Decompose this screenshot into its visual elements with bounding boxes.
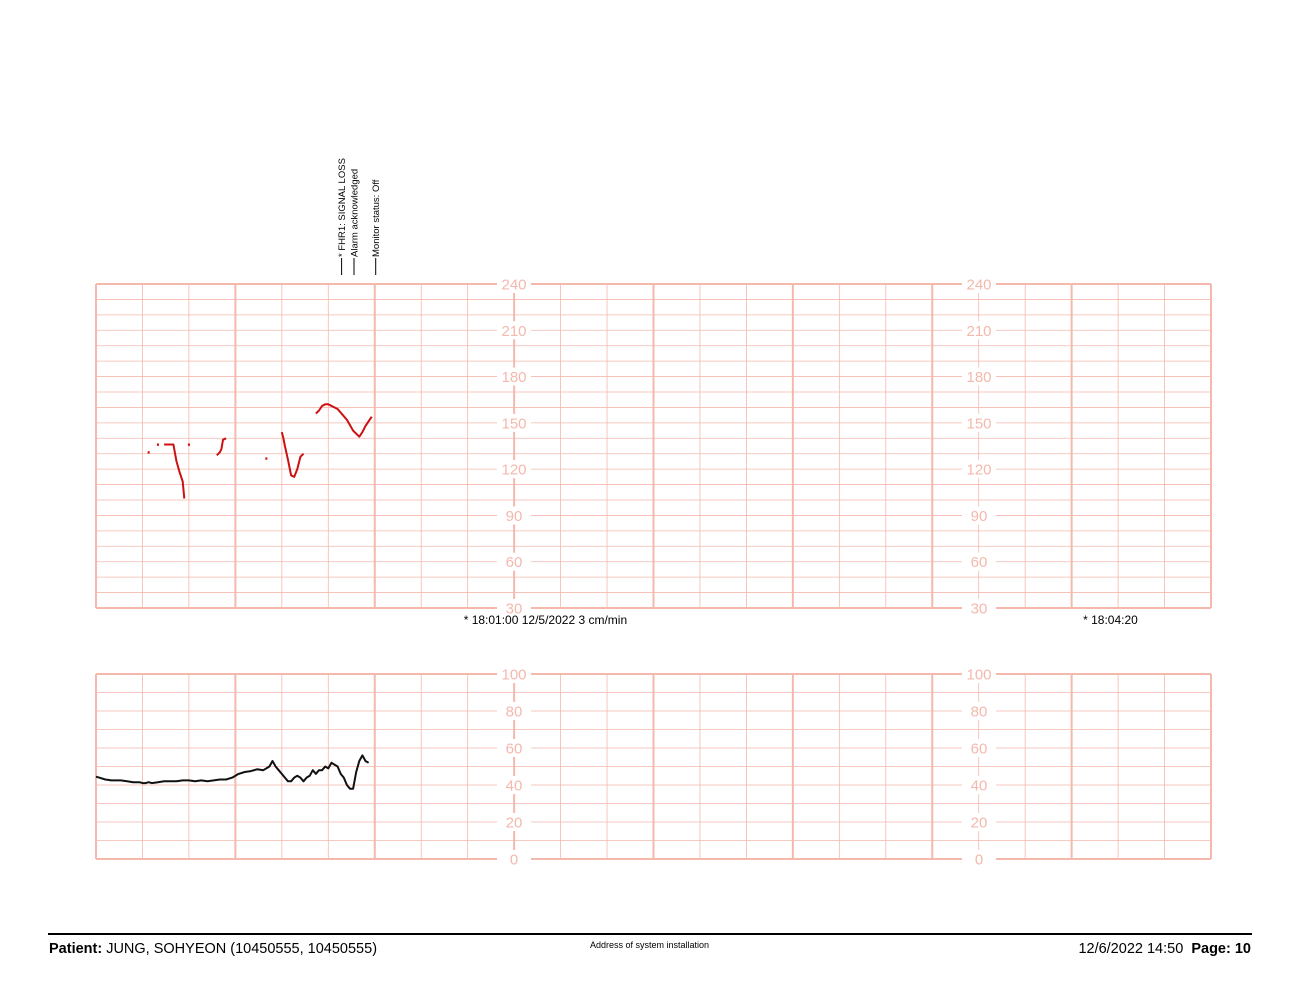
y-scale-label: 20 <box>506 815 523 832</box>
fhr-trace-dot <box>147 451 150 454</box>
scale-label-bg <box>962 702 996 720</box>
scale-label-bg <box>962 850 996 868</box>
y-scale-label: 60 <box>971 741 988 758</box>
y-scale-label: 80 <box>506 704 523 721</box>
patient-info: Patient: JUNG, SOHYEON (10450555, 104505… <box>49 941 377 957</box>
scale-label-bg <box>497 665 531 683</box>
scale-label-bg <box>962 506 996 525</box>
fhr-trace-line <box>216 437 227 457</box>
scale-label-bg <box>497 460 531 479</box>
y-scale-label: 240 <box>966 277 991 294</box>
scale-label-bg <box>497 552 531 571</box>
y-scale-label: 100 <box>501 667 526 684</box>
scale-label-bg <box>497 599 531 617</box>
y-scale-label: 180 <box>966 369 991 386</box>
print-info: 12/6/2022 14:50 Page: 10 <box>1078 941 1251 957</box>
scale-label-bg <box>962 321 996 340</box>
scale-label-bg <box>962 413 996 432</box>
scale-label-bg <box>962 460 996 479</box>
y-scale-label: 20 <box>971 815 988 832</box>
fhr-trace-line <box>315 403 373 438</box>
report-footer: Patient: JUNG, SOHYEON (10450555, 104505… <box>48 933 1252 965</box>
fhr-trace-dot <box>187 443 190 446</box>
time-marker: * 18:04:20 <box>1083 613 1138 627</box>
y-scale-label: 240 <box>501 277 526 294</box>
scale-label-bg <box>962 552 996 571</box>
event-label: Alarm acknowledged <box>350 169 361 257</box>
y-scale-label: 120 <box>501 462 526 479</box>
fhr-trace-line <box>164 443 186 499</box>
scale-label-bg <box>962 739 996 757</box>
scale-labels: 240 240 210 210 180 180 150 150 120 120 90 90 60 60 30… <box>497 275 996 869</box>
scale-label-bg <box>962 275 996 293</box>
scale-label-bg <box>962 813 996 831</box>
time-marker: * 18:01:00 12/5/2022 3 cm/min <box>464 613 627 627</box>
y-scale-label: 150 <box>966 415 991 432</box>
patient-label: Patient: <box>49 941 103 957</box>
scale-label-bg <box>497 739 531 757</box>
toco-trace-line <box>95 754 370 790</box>
fhr-trace-dot <box>265 457 268 460</box>
event-annotations: * FHR1: SIGNAL LOSS Alarm acknowledged Mon… <box>337 158 382 275</box>
y-scale-label: 30 <box>971 601 988 618</box>
y-scale-label: 60 <box>971 554 988 571</box>
y-scale-label: 30 <box>506 601 523 618</box>
print-datetime: 12/6/2022 14:50 <box>1078 941 1184 957</box>
y-scale-label: 210 <box>501 323 526 340</box>
fhr-trace-line <box>280 431 305 478</box>
y-scale-label: 80 <box>971 704 988 721</box>
y-scale-label: 60 <box>506 554 523 571</box>
event-label: * FHR1: SIGNAL LOSS <box>337 158 348 257</box>
fhr-trace-dot <box>156 443 159 446</box>
scale-label-bg <box>962 367 996 386</box>
scale-label-bg <box>497 506 531 525</box>
event-annotation: * FHR1: SIGNAL LOSS <box>337 158 348 275</box>
toco-grid <box>95 673 1212 860</box>
scale-label-bg <box>497 850 531 868</box>
traces <box>95 403 373 790</box>
scale-label-bg <box>497 413 531 432</box>
event-annotation: Alarm acknowledged <box>350 169 361 275</box>
scale-label-bg <box>497 813 531 831</box>
scale-label-bg <box>497 776 531 794</box>
system-address: Address of system installation <box>590 940 710 950</box>
y-scale-label: 120 <box>966 462 991 479</box>
y-scale-label: 150 <box>501 415 526 432</box>
page-label: Page: <box>1191 941 1231 957</box>
event-annotation: Monitor status: Off <box>371 179 382 275</box>
y-scale-label: 180 <box>501 369 526 386</box>
y-scale-label: 0 <box>975 852 983 869</box>
scale-label-bg <box>497 321 531 340</box>
y-scale-label: 90 <box>971 508 988 525</box>
scale-label-bg <box>962 665 996 683</box>
page-number: 10 <box>1234 941 1251 957</box>
y-scale-label: 100 <box>966 667 991 684</box>
fhr-grid <box>95 283 1212 609</box>
y-scale-label: 60 <box>506 741 523 758</box>
scale-label-bg <box>497 275 531 293</box>
scale-label-bg <box>962 776 996 794</box>
scale-label-bg <box>497 702 531 720</box>
scale-label-bg <box>497 367 531 386</box>
y-scale-label: 40 <box>971 778 988 795</box>
y-scale-label: 90 <box>506 508 523 525</box>
strip-markers: * 18:01:00 12/5/2022 3 cm/min * 18:04:20 <box>464 613 1138 627</box>
y-scale-label: 210 <box>966 323 991 340</box>
patient-value: JUNG, SOHYEON (10450555, 10450555) <box>106 941 378 957</box>
event-label: Monitor status: Off <box>371 179 382 257</box>
y-scale-label: 0 <box>510 852 518 869</box>
y-scale-label: 40 <box>506 778 523 795</box>
scale-label-bg <box>962 599 996 617</box>
